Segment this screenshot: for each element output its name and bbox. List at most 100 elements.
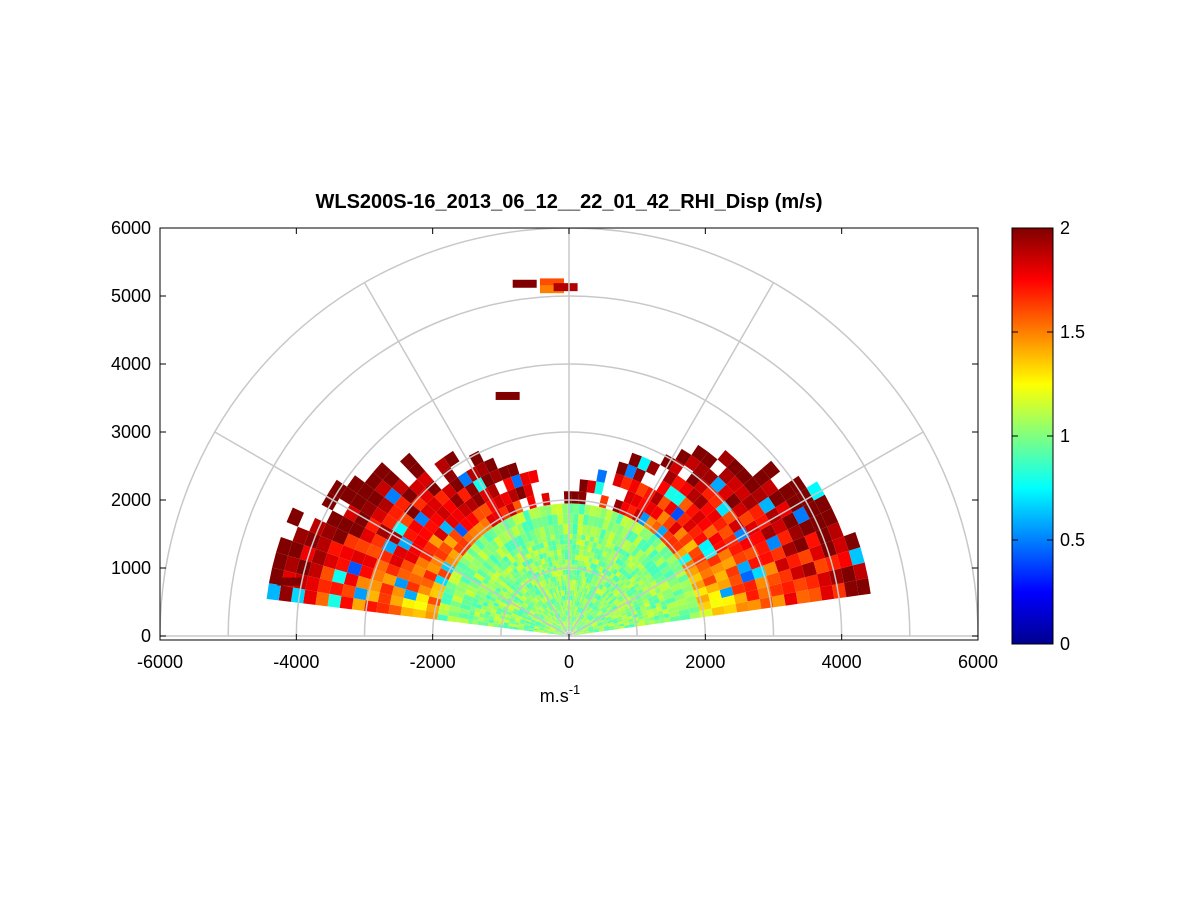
scan-cell <box>558 590 562 597</box>
scan-cell <box>512 582 518 589</box>
scan-cell <box>574 585 578 591</box>
scan-cell <box>583 629 589 632</box>
scan-cell <box>576 625 581 629</box>
scan-cell <box>469 610 475 616</box>
scan-cell <box>536 565 541 572</box>
scan-cell <box>470 543 482 555</box>
scan-cell <box>588 584 593 590</box>
scan-cell <box>529 601 535 607</box>
scan-cell <box>669 615 681 622</box>
scan-cell <box>478 502 493 518</box>
scan-cell <box>565 626 568 632</box>
scan-cell <box>520 619 526 623</box>
scan-cell <box>552 545 557 551</box>
scan-cell <box>583 628 589 632</box>
scan-cell <box>573 611 576 617</box>
scan-cell <box>576 606 580 612</box>
scan-cell <box>676 512 692 527</box>
scan-cell <box>572 610 575 616</box>
scan-cell <box>515 485 527 500</box>
scan-cell <box>581 592 585 598</box>
x-tick-label: -2000 <box>410 652 456 672</box>
scan-cell <box>708 492 725 509</box>
scan-cell <box>553 615 558 620</box>
scan-cell <box>605 541 612 548</box>
scan-cell <box>485 607 492 613</box>
scan-cell <box>565 615 567 621</box>
scan-cell <box>736 560 752 574</box>
scan-cell <box>556 626 561 631</box>
scan-cell <box>621 614 628 619</box>
scan-cell <box>506 516 517 528</box>
scan-cell <box>592 553 598 560</box>
scan-cell <box>581 603 586 609</box>
scan-cell <box>573 633 579 635</box>
scan-cell <box>350 549 367 565</box>
scan-cell <box>572 616 575 622</box>
scan-cell <box>721 595 736 606</box>
scan-cell <box>549 593 553 600</box>
x-axis-label: m.s-1 <box>540 682 581 706</box>
scan-cell <box>615 513 625 525</box>
scan-cell <box>804 531 821 549</box>
scan-cell <box>536 610 542 615</box>
scan-cell <box>557 613 561 618</box>
scan-cell <box>529 587 535 594</box>
scan-cell <box>326 510 344 529</box>
scan-cell <box>561 628 566 633</box>
polar-grid <box>160 228 978 637</box>
scan-cell <box>408 462 426 479</box>
scan-cell <box>559 617 563 623</box>
scan-cell <box>612 499 624 514</box>
scan-cell <box>559 606 563 612</box>
colorbar-ticks: 00.511.52 <box>1012 218 1085 654</box>
scan-cell <box>477 599 484 606</box>
scan-cell <box>554 614 558 620</box>
scan-cell <box>571 559 575 565</box>
scan-cell <box>602 609 608 614</box>
scan-cell <box>571 595 574 601</box>
scan-cell <box>549 588 553 594</box>
scan-cell <box>582 514 590 526</box>
scan-cell <box>547 577 552 584</box>
scan-cell <box>637 612 643 617</box>
scan-cell <box>664 617 671 623</box>
scan-cell <box>526 519 535 531</box>
scan-cell <box>553 603 557 609</box>
scan-cell <box>513 548 520 555</box>
scan-cell <box>518 563 525 570</box>
scan-cell <box>499 580 506 587</box>
scan-cell <box>828 568 844 585</box>
scan-cell <box>543 630 549 633</box>
scan-cell <box>381 513 398 530</box>
scan-cell <box>668 559 681 570</box>
scan-cell <box>561 616 564 622</box>
scan-cell <box>594 606 599 612</box>
scan-cell <box>588 629 594 632</box>
scan-cell <box>628 479 641 494</box>
scan-cell <box>412 608 426 619</box>
scan-cell <box>588 608 593 614</box>
scan-cell <box>578 607 582 613</box>
scan-cell <box>662 549 674 561</box>
scan-cell <box>583 561 589 567</box>
scan-cell <box>705 582 720 594</box>
scan-cell <box>542 603 547 609</box>
scan-cell <box>538 615 544 620</box>
scan-cell <box>341 584 356 599</box>
scan-cell <box>523 593 529 599</box>
scan-cell <box>564 585 567 591</box>
scan-cell <box>516 615 522 619</box>
scan-cell <box>511 513 522 526</box>
scan-cell <box>444 555 459 568</box>
scan-cell <box>584 632 590 634</box>
scan-cell <box>588 628 594 631</box>
scan-cell <box>654 556 666 567</box>
scan-cell <box>550 504 558 515</box>
scan-cell <box>573 629 578 633</box>
scan-cell <box>604 509 614 521</box>
scan-cell <box>559 632 565 635</box>
scan-cell <box>668 521 683 536</box>
scan-cell <box>549 599 554 605</box>
scan-cell <box>496 521 507 534</box>
